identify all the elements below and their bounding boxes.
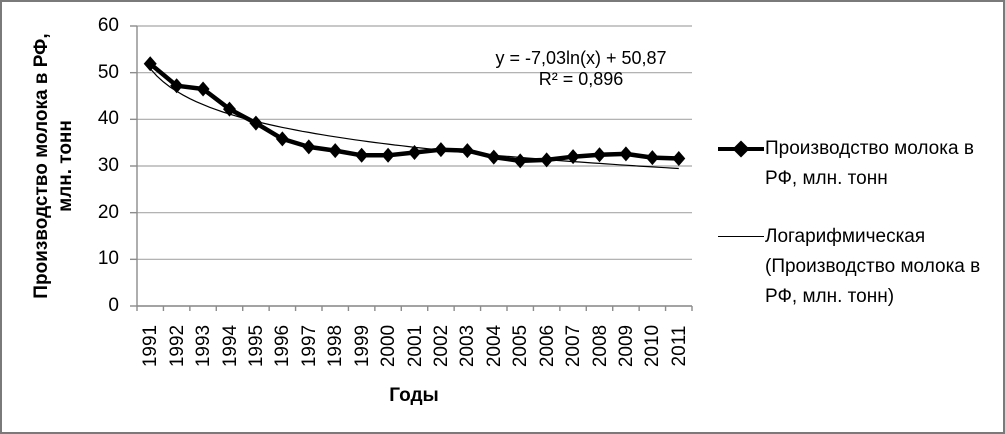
x-tick-label: 2009 bbox=[615, 324, 637, 368]
x-tick-label: 1992 bbox=[166, 324, 188, 368]
x-tick-label: 1991 bbox=[140, 324, 162, 368]
data-point-marker bbox=[513, 153, 527, 169]
data-point-marker bbox=[355, 147, 369, 163]
y-tick-label: 20 bbox=[97, 201, 119, 223]
data-point-marker bbox=[170, 78, 184, 94]
x-tick-label: 1997 bbox=[298, 324, 320, 368]
x-tick-label: 2001 bbox=[404, 324, 426, 368]
data-point-marker bbox=[619, 146, 633, 162]
y-tick-label: 10 bbox=[97, 248, 119, 270]
legend-label-trendline: Логарифмическая (Производство молока в Р… bbox=[765, 226, 981, 307]
x-tick-label: 2006 bbox=[536, 324, 558, 368]
x-tick-label: 2000 bbox=[378, 324, 400, 368]
x-tick-label: 1993 bbox=[193, 324, 215, 368]
data-point-marker bbox=[566, 149, 580, 165]
x-axis-title: Годы bbox=[389, 385, 439, 406]
data-point-marker bbox=[328, 143, 342, 159]
x-tick-label: 2007 bbox=[563, 324, 585, 368]
x-tick-label: 2010 bbox=[642, 324, 664, 368]
trendline-annotation: y = -7,03ln(x) + 50,87 R² = 0,896 bbox=[451, 48, 711, 90]
y-tick-label: 60 bbox=[97, 15, 119, 36]
legend: Производство молока в РФ, млн. тонн Лога… bbox=[718, 134, 988, 312]
data-point-marker bbox=[645, 150, 659, 166]
x-tick-label: 1996 bbox=[272, 324, 294, 368]
trendline-marker-icon bbox=[718, 222, 765, 252]
data-point-marker bbox=[249, 115, 263, 131]
data-point-marker bbox=[381, 147, 395, 163]
data-point-marker bbox=[408, 144, 421, 160]
x-tick-label: 2002 bbox=[430, 324, 452, 368]
x-tick-label: 2003 bbox=[457, 324, 479, 368]
data-point-marker bbox=[460, 143, 474, 159]
series-line-diamond-marker-icon bbox=[718, 134, 765, 164]
data-point-marker bbox=[143, 56, 157, 72]
data-point-marker bbox=[487, 149, 501, 165]
data-point-marker bbox=[540, 152, 554, 168]
legend-label-series: Производство молока в РФ, млн. тонн bbox=[765, 138, 974, 189]
x-tick-label: 2011 bbox=[668, 325, 690, 367]
x-tick-label: 2005 bbox=[510, 324, 532, 368]
r-squared-value: R² = 0,896 bbox=[538, 69, 624, 89]
x-tick-label: 1994 bbox=[219, 324, 241, 368]
data-point-marker bbox=[302, 139, 316, 155]
x-tick-label: 2004 bbox=[483, 324, 505, 368]
data-point-marker bbox=[196, 81, 210, 97]
data-point-marker bbox=[434, 142, 448, 158]
trendline-equation: y = -7,03ln(x) + 50,87 bbox=[495, 48, 667, 68]
data-point-marker bbox=[672, 151, 686, 167]
x-tick-label: 1998 bbox=[325, 324, 347, 368]
data-point-marker bbox=[223, 101, 236, 117]
data-point-marker bbox=[593, 147, 606, 163]
data-point-marker bbox=[275, 131, 289, 147]
x-tick-label: 1999 bbox=[351, 324, 373, 368]
legend-item-series: Производство молока в РФ, млн. тонн bbox=[718, 134, 988, 194]
y-tick-label: 40 bbox=[97, 108, 119, 130]
legend-item-trendline: Логарифмическая (Производство молока в Р… bbox=[718, 222, 988, 312]
x-tick-label: 1995 bbox=[245, 324, 267, 368]
y-tick-label: 30 bbox=[97, 155, 119, 176]
y-tick-label: 0 bbox=[108, 295, 119, 316]
y-tick-label: 50 bbox=[97, 61, 119, 83]
x-tick-label: 2008 bbox=[589, 324, 611, 368]
